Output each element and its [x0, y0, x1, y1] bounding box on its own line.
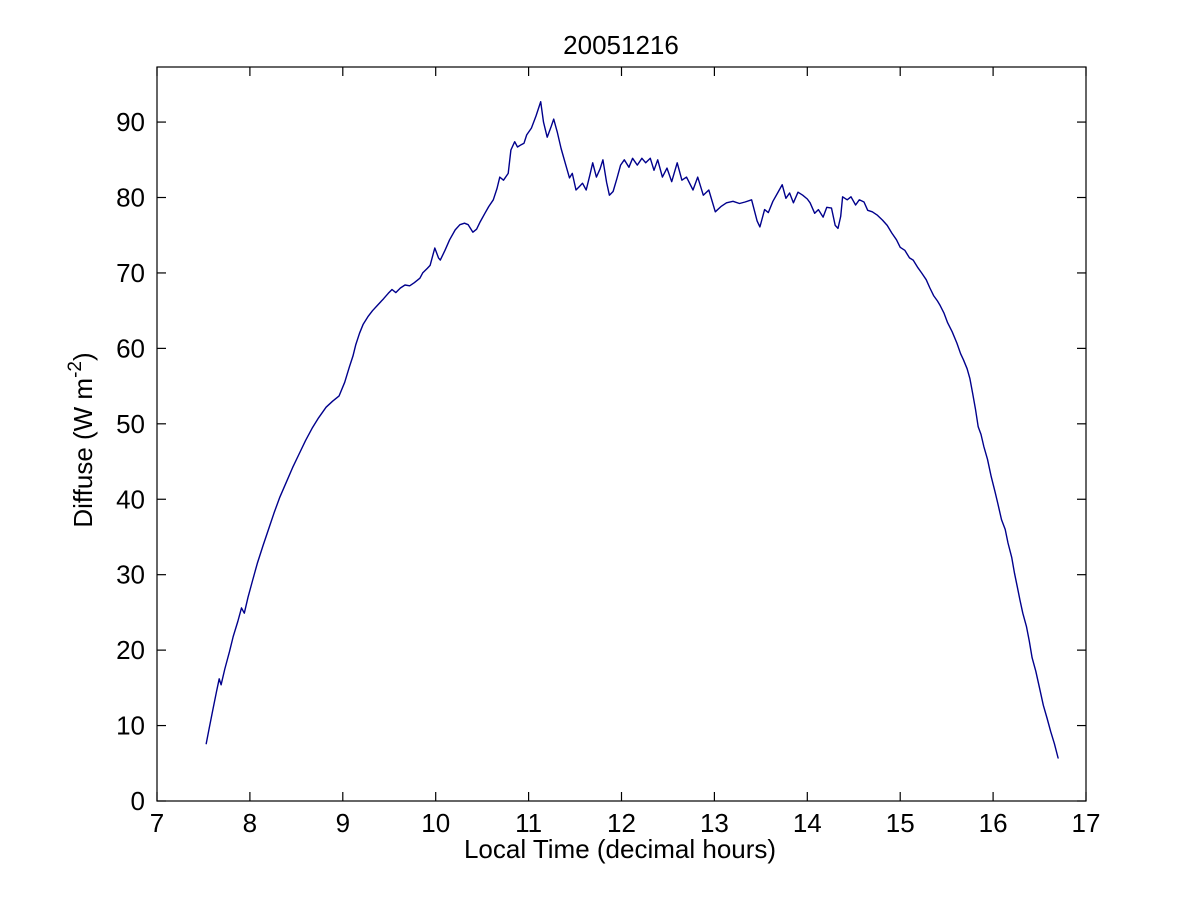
- y-tick-label: 10: [116, 711, 145, 741]
- x-tick-label: 10: [421, 808, 450, 838]
- y-axis-label: Diffuse (W m-2): [65, 352, 98, 527]
- y-tick-label: 0: [131, 786, 145, 816]
- chart-title: 20051216: [563, 30, 679, 60]
- x-tick-label: 7: [150, 808, 164, 838]
- x-tick-label: 14: [793, 808, 822, 838]
- x-tick-label: 8: [243, 808, 257, 838]
- y-tick-label: 60: [116, 333, 145, 363]
- x-tick-label: 12: [607, 808, 636, 838]
- x-tick-label: 17: [1072, 808, 1101, 838]
- x-tick-label: 13: [700, 808, 729, 838]
- y-tick-label: 80: [116, 183, 145, 213]
- y-axis-label-main: Diffuse (W m: [68, 378, 98, 528]
- y-axis-label-close: ): [68, 352, 98, 361]
- plot-box: [156, 66, 1087, 802]
- x-tick-label: 11: [515, 808, 542, 838]
- x-tick-label: 9: [336, 808, 350, 838]
- y-tick-label: 20: [116, 635, 145, 665]
- y-axis-label-exponent: -2: [65, 361, 86, 378]
- x-tick-label: 15: [886, 808, 915, 838]
- axis-ticks: 7 8 9 10 11 12 13 14 15 16 17 0 10 20 30 40 50 60 70 80 90: [116, 67, 1100, 838]
- y-tick-label: 30: [116, 560, 145, 590]
- y-tick-label: 90: [116, 107, 145, 137]
- y-tick-label: 40: [116, 484, 145, 514]
- x-tick-label: 16: [979, 808, 1008, 838]
- data-series-line: [205, 101, 1059, 759]
- y-tick-label: 70: [116, 258, 145, 288]
- x-axis-label: Local Time (decimal hours): [464, 834, 776, 864]
- y-tick-label: 50: [116, 409, 145, 439]
